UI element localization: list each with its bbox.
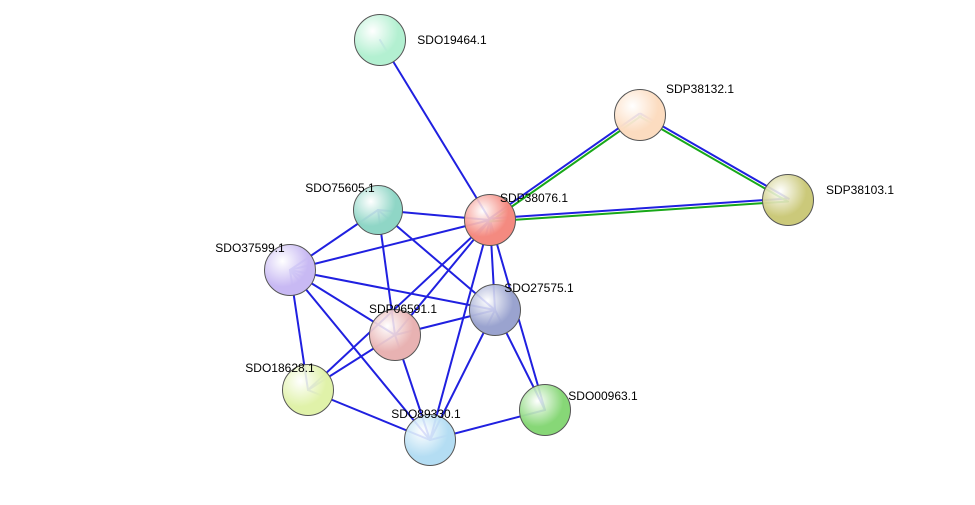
- edge: [491, 116, 641, 221]
- graph-node[interactable]: [464, 194, 516, 246]
- graph-node[interactable]: [353, 185, 403, 235]
- edge: [489, 114, 639, 219]
- graph-node[interactable]: [404, 414, 456, 466]
- graph-node[interactable]: [369, 309, 421, 361]
- graph-node[interactable]: [762, 174, 814, 226]
- graph-node[interactable]: [469, 284, 521, 336]
- graph-node[interactable]: [614, 89, 666, 141]
- graph-node[interactable]: [264, 244, 316, 296]
- graph-node[interactable]: [354, 14, 406, 66]
- graph-node[interactable]: [282, 364, 334, 416]
- graph-node[interactable]: [519, 384, 571, 436]
- edge: [490, 201, 788, 221]
- network-graph: SDO19464.1SDP38132.1SDP38103.1SDO75605.1…: [0, 0, 975, 505]
- edge: [490, 199, 788, 219]
- edge-layer: [0, 0, 975, 505]
- edge: [308, 220, 490, 390]
